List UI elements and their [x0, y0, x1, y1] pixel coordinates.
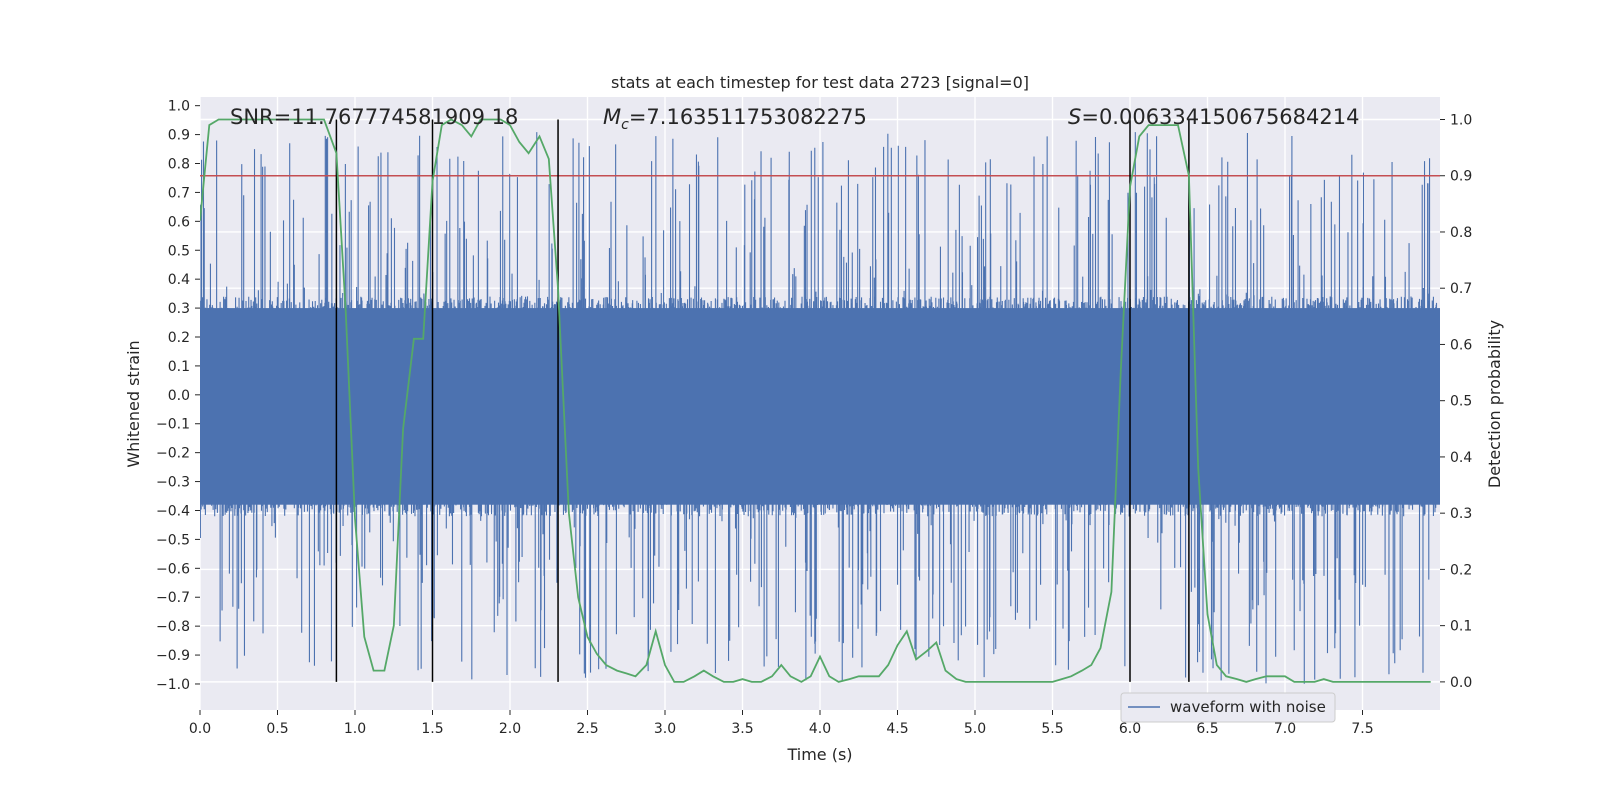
right-tick-label: 0.2	[1450, 562, 1472, 578]
left-tick-label: 0.6	[168, 214, 190, 230]
right-axis-ticks: 1.0 0.9 0.8 0.7 0.6 0.5 0.4 0.3 0.2 0.1 0.0	[1440, 112, 1472, 691]
right-tick-label: 0.3	[1450, 506, 1472, 522]
left-tick-label: −0.8	[156, 619, 190, 635]
left-tick-label: −0.5	[156, 532, 190, 548]
right-tick-label: 0.1	[1450, 619, 1472, 635]
left-tick-label: −0.4	[156, 503, 190, 519]
x-axis-label: Time (s)	[786, 745, 852, 764]
x-tick-label: 6.5	[1196, 721, 1218, 737]
left-tick-label: 0.8	[168, 157, 190, 173]
left-tick-label: −0.3	[156, 475, 190, 491]
legend-box	[1120, 692, 1336, 723]
left-tick-label: −1.0	[156, 677, 190, 693]
left-tick-label: −0.9	[156, 648, 190, 664]
right-tick-label: 0.9	[1450, 169, 1472, 185]
legend-label-waveform: waveform with noise	[1170, 698, 1326, 716]
right-tick-label: 0.4	[1450, 450, 1472, 466]
right-tick-label: 0.8	[1450, 225, 1472, 241]
left-axis-label: Whitened strain	[124, 340, 143, 467]
left-tick-label: 1.0	[168, 99, 190, 115]
left-tick-label: 0.0	[168, 388, 190, 404]
x-tick-label: 4.5	[886, 721, 908, 737]
left-tick-label: 0.3	[168, 301, 190, 317]
right-tick-label: 0.7	[1450, 281, 1472, 297]
left-tick-label: −0.2	[156, 446, 190, 462]
right-tick-label: 1.0	[1450, 112, 1472, 128]
x-tick-label: 3.5	[731, 721, 753, 737]
right-tick-label: 0.6	[1450, 337, 1472, 353]
x-tick-label: 1.5	[421, 721, 443, 737]
x-tick-label: 2.5	[576, 721, 598, 737]
legend: waveform with noise	[1120, 692, 1336, 723]
left-tick-label: −0.1	[156, 417, 190, 433]
x-axis-ticks: 0.0 0.5 1.0 1.5 2.0 2.5 3.0 3.5 4.0 4.5 5.0 5.5 6.0 6…	[189, 710, 1374, 737]
snr-annotation: SNR=11.767774581909 18	[230, 105, 518, 129]
left-tick-label: 0.1	[168, 359, 190, 375]
chirp-mass-annotation: Mc=7.163511753082275	[603, 105, 867, 133]
right-tick-label: 0.5	[1450, 394, 1472, 410]
left-tick-label: −0.7	[156, 590, 190, 606]
x-tick-label: 0.5	[266, 721, 288, 737]
x-tick-label: 5.0	[964, 721, 986, 737]
x-tick-label: 2.0	[499, 721, 521, 737]
x-tick-label: 7.0	[1274, 721, 1296, 737]
detection-probability-line	[200, 118, 1431, 683]
right-axis-label: Detection probability	[1485, 320, 1504, 488]
chart-title: stats at each timestep for test data 272…	[611, 73, 1029, 92]
x-tick-label: 4.0	[809, 721, 831, 737]
left-axis-ticks: 1.0 0.9 0.8 0.7 0.6 0.5 0.4 0.3 0.2 0.1 0.0 −0.1 −0.…	[156, 99, 200, 693]
right-tick-label: 0.0	[1450, 675, 1472, 691]
x-tick-label: 0.0	[189, 721, 211, 737]
left-tick-label: 0.7	[168, 185, 190, 201]
x-tick-label: 7.5	[1351, 721, 1373, 737]
overlays	[200, 118, 1440, 683]
x-tick-label: 5.5	[1041, 721, 1063, 737]
left-tick-label: 0.9	[168, 128, 190, 144]
x-tick-label: 6.0	[1119, 721, 1141, 737]
left-tick-label: 0.5	[168, 243, 190, 259]
left-tick-label: 0.2	[168, 330, 190, 346]
waveform-core	[200, 308, 1440, 505]
left-tick-label: −0.6	[156, 561, 190, 577]
s-annotation: S=0.006334150675684214	[1068, 105, 1359, 129]
x-tick-label: 3.0	[654, 721, 676, 737]
left-tick-label: 0.4	[168, 272, 190, 288]
x-tick-label: 1.0	[344, 721, 366, 737]
